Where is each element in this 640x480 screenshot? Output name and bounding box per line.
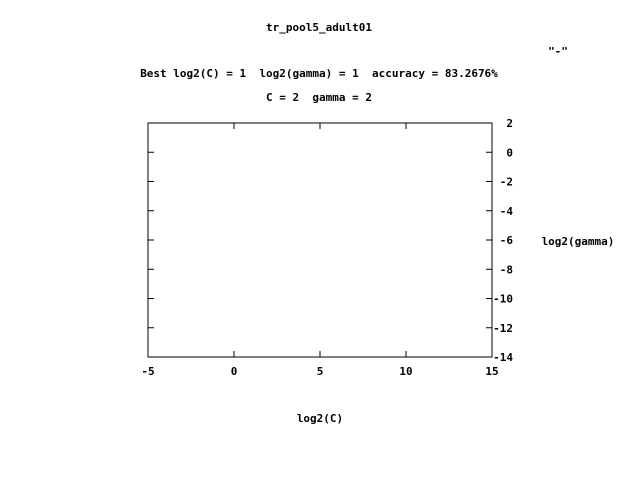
y-tick-label: -12 [493, 322, 513, 335]
x-tick-label: 10 [399, 365, 412, 378]
y-axis-label: log2(gamma) [542, 235, 615, 248]
chart-subtitle-params: C = 2 gamma = 2 [266, 91, 372, 104]
y-tick-label: -6 [500, 234, 514, 247]
x-tick-label: 0 [231, 365, 238, 378]
y-tick-label: -14 [493, 351, 513, 364]
x-axis: -5 0 5 10 15 [141, 123, 499, 378]
y-axis: -14 -12 -10 -8 -6 -4 -2 0 2 [148, 117, 513, 364]
chart-subtitle-best: Best log2(C) = 1 log2(gamma) = 1 accurac… [140, 67, 498, 80]
y-tick-label: 0 [506, 146, 513, 159]
y-tick-label: 2 [506, 117, 513, 130]
chart-title: tr_pool5_adult01 [266, 21, 372, 34]
x-tick-label: 15 [485, 365, 498, 378]
y-tick-label: -4 [500, 205, 514, 218]
y-tick-label: -8 [500, 263, 513, 276]
y-tick-label: -2 [500, 176, 513, 189]
plot-area [147, 122, 493, 358]
x-tick-label: 5 [317, 365, 324, 378]
legend-entry: "-" [548, 45, 568, 58]
y-tick-label: -10 [493, 293, 513, 306]
x-axis-label: log2(C) [297, 412, 343, 425]
x-tick-label: -5 [141, 365, 154, 378]
